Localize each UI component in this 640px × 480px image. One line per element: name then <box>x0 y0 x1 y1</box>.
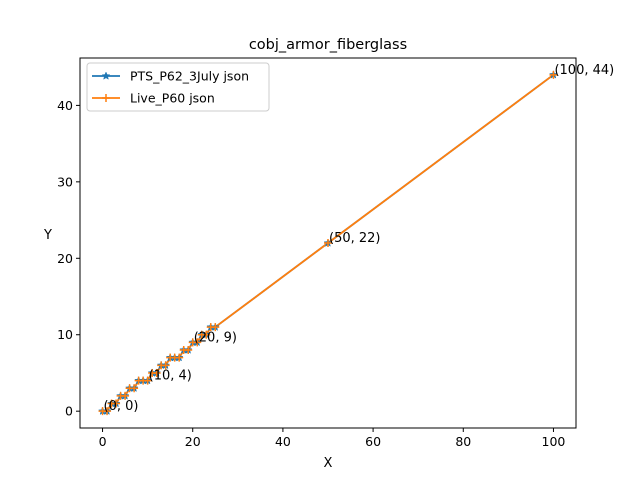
legend-marker-2 <box>102 94 110 102</box>
series-2-point <box>175 353 184 362</box>
y-tick-label: 40 <box>57 98 73 113</box>
series-markers <box>98 70 558 416</box>
series-2-point <box>152 368 161 377</box>
y-tick-label: 0 <box>65 404 73 419</box>
point-annotation: (20, 9) <box>194 330 237 345</box>
x-tick-label: 80 <box>455 434 471 449</box>
chart-title: cobj_armor_fiberglass <box>249 37 407 53</box>
x-tick-label: 100 <box>542 434 566 449</box>
series-2-point <box>161 361 170 370</box>
series-2-point <box>130 384 139 393</box>
legend-label-1: PTS_P62_3July json <box>130 69 249 84</box>
y-tick-label: 30 <box>57 174 73 189</box>
point-annotation: (50, 22) <box>329 231 381 246</box>
series-2-point <box>549 70 558 79</box>
legend-marker-1 <box>101 71 111 80</box>
series-2-point <box>202 330 211 339</box>
series-2-point <box>121 391 130 400</box>
point-annotation: (100, 44) <box>554 63 614 78</box>
series-2-point <box>184 346 193 355</box>
x-axis-label: X <box>324 456 333 471</box>
legend-label-2: Live_P60 json <box>130 91 215 106</box>
series-2-point <box>143 376 152 385</box>
legend-box <box>86 62 270 112</box>
point-annotation: (10, 4) <box>149 369 192 384</box>
series-2-point <box>103 407 112 416</box>
x-tick-label: 40 <box>275 434 291 449</box>
x-tick-label: 20 <box>185 434 201 449</box>
x-tick-label: 60 <box>365 434 381 449</box>
y-axis-ticks: 0 10 20 30 40 <box>57 98 80 419</box>
series-2-point <box>112 399 121 408</box>
axes-frame <box>79 57 577 429</box>
x-axis-ticks: 0 20 40 60 80 100 <box>99 428 566 449</box>
series-2-point <box>211 323 220 332</box>
x-tick-label: 0 <box>99 434 107 449</box>
y-tick-label: 10 <box>57 327 73 342</box>
y-axis-label: Y <box>43 228 52 243</box>
legend: PTS_P62_3July json Live_P60 json <box>86 62 270 112</box>
y-tick-label: 20 <box>57 251 73 266</box>
point-annotation: (0, 0) <box>104 399 139 414</box>
series-2-point <box>193 338 202 347</box>
series-2-point <box>324 239 332 247</box>
point-annotations: (0, 0) (10, 4) (20, 9) (50, 22) (100, 44) <box>104 63 615 414</box>
